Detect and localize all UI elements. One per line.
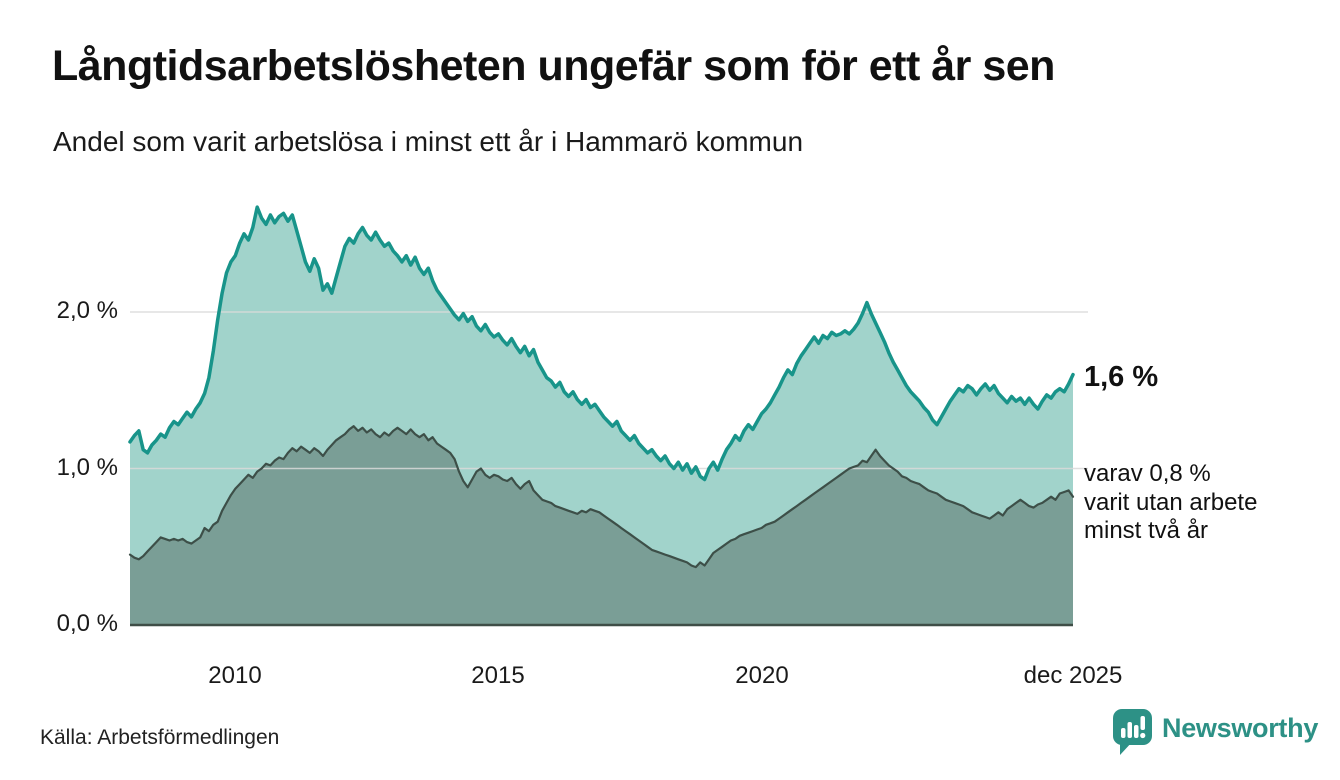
x-axis: 2010 2015 2020 dec 2025 [0, 662, 1340, 692]
source-note: Källa: Arbetsförmedlingen [40, 726, 280, 749]
sub-annotation-line: minst två år [1084, 517, 1209, 544]
end-value-label: 1,6 % [1084, 361, 1159, 393]
newsworthy-logo: Newsworthy [1113, 709, 1318, 759]
sub-annotation-line: varav 0,8 % [1084, 460, 1211, 487]
x-tick-label: 2010 [208, 662, 262, 689]
newsworthy-bubble-chart-icon [1113, 709, 1152, 755]
gridlines [130, 311, 1088, 470]
page-subtitle: Andel som varit arbetslösa i minst ett å… [53, 126, 804, 157]
x-tick-label: 2015 [471, 662, 525, 689]
series-line-two-years [128, 425, 1075, 569]
series-line-one-year [128, 205, 1075, 482]
x-tick-label: 2020 [735, 662, 789, 689]
page-title: Långtidsarbetslösheten ungefär som för e… [52, 42, 1055, 90]
area-fill-two-years [130, 426, 1073, 625]
newsworthy-wordmark: Newsworthy [1162, 713, 1319, 743]
sub-annotation-line: varit utan arbete [1084, 488, 1258, 516]
sub-series-annotation: varav 0,8 % varit utan arbete minst två … [1084, 460, 1257, 546]
x-tick-label: dec 2025 [1023, 662, 1123, 689]
